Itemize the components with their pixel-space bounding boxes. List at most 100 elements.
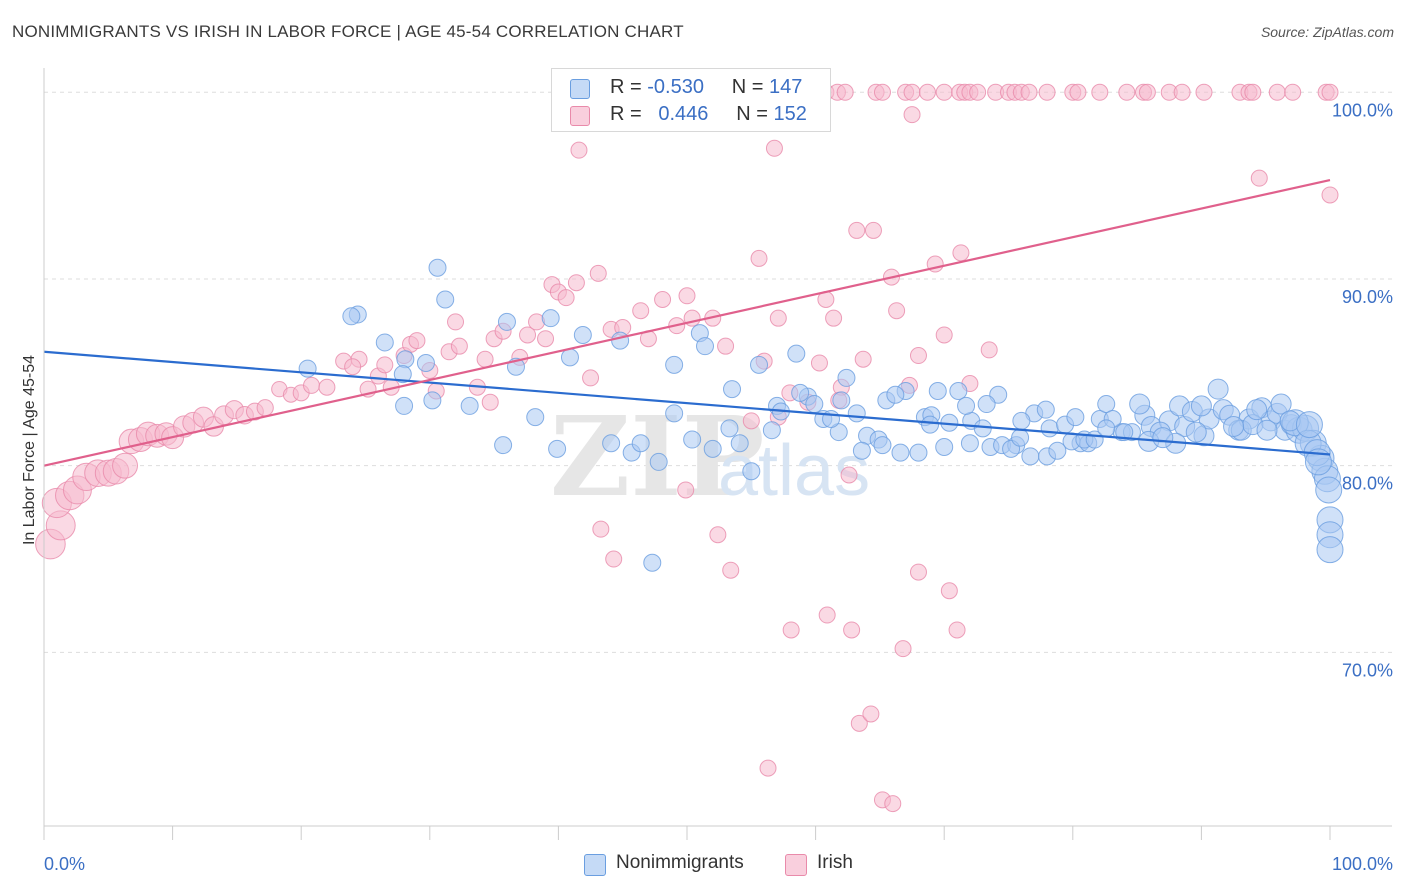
nonimmigrants-point: [1097, 395, 1116, 414]
nonimmigrants-point: [787, 344, 806, 363]
irish-point: [582, 369, 600, 387]
irish-point: [318, 378, 336, 396]
irish-point: [537, 330, 555, 348]
nonimmigrants-point: [1152, 427, 1174, 449]
series-legend: Nonimmigrants Irish: [0, 852, 1406, 878]
irish-point: [843, 621, 861, 639]
irish-point: [1244, 83, 1262, 101]
nonimmigrants-point: [298, 359, 317, 378]
nonimmigrants-point: [1185, 421, 1207, 443]
nonimmigrants-point: [548, 439, 567, 458]
nonimmigrants-point: [375, 333, 394, 352]
irish-point: [850, 714, 868, 732]
irish-point: [677, 481, 695, 499]
nonimmigrants-point: [805, 395, 824, 414]
irish-point: [836, 83, 854, 101]
nonimmigrants-point: [886, 385, 905, 404]
nonimmigrant-points: [298, 258, 1344, 572]
nonimmigrants-point: [1097, 419, 1116, 438]
nonimmigrants-trend-line: [43, 350, 1331, 456]
nonimmigrants-point: [526, 408, 545, 427]
irish-point: [750, 249, 768, 267]
nonimmigrants-point: [1315, 476, 1343, 504]
irish-point: [592, 520, 610, 538]
irish-point: [909, 563, 927, 581]
grid-layer: [44, 91, 1392, 653]
y-axis-label: In Labor Force | Age 45-54: [21, 354, 38, 546]
irish-point: [840, 466, 858, 484]
nonimmigrants-point: [1115, 423, 1134, 442]
nonimmigrants-point: [428, 258, 447, 277]
nonimmigrants-point: [1316, 536, 1344, 564]
irish-point: [1020, 83, 1038, 101]
nonimmigrants-point: [1066, 408, 1085, 427]
nonimmigrants-point: [1129, 393, 1151, 415]
nonimmigrants-point: [460, 396, 479, 415]
nonimmigrants-point: [1048, 441, 1067, 460]
nonimmigrants-point: [909, 443, 928, 462]
nonimmigrants-point: [1036, 400, 1055, 419]
legend-label-irish: Irish: [817, 852, 853, 873]
irish-point: [447, 313, 465, 331]
irish-point: [654, 291, 672, 309]
irish-point: [873, 83, 891, 101]
y-tick-label: 70.0%: [1342, 660, 1393, 680]
nonimmigrants-point: [720, 419, 739, 438]
irish-point: [769, 309, 787, 327]
nonimmigrants-point: [1040, 419, 1059, 438]
irish-point: [256, 399, 274, 417]
nonimmigrants-point: [935, 438, 954, 456]
legend-n-label: N =: [736, 103, 768, 125]
nonimmigrants-point: [1256, 419, 1278, 441]
irish-point: [632, 302, 650, 320]
nonimmigrants-point: [973, 419, 992, 438]
legend-swatch-pink: [570, 106, 590, 126]
nonimmigrants-point: [1011, 428, 1030, 447]
irish-point: [344, 358, 362, 376]
irish-point: [935, 326, 953, 344]
y-tick-label: 80.0%: [1342, 474, 1393, 494]
legend-swatch-blue: [584, 854, 606, 876]
legend-r-label: R =: [610, 103, 642, 125]
nonimmigrants-point: [611, 331, 630, 350]
irish-point: [476, 350, 494, 368]
nonimmigrants-point: [393, 365, 412, 384]
irish-point: [709, 526, 727, 544]
legend-n-label: N =: [731, 76, 764, 98]
irish-point: [848, 221, 866, 239]
irish-point: [557, 289, 575, 307]
nonimmigrants-point: [1012, 411, 1031, 430]
nonimmigrants-point: [928, 381, 947, 400]
irish-point: [567, 274, 585, 292]
irish-point: [864, 221, 882, 239]
legend-r-value: 0.446: [658, 103, 709, 125]
irish-point: [678, 287, 696, 305]
nonimmigrants-point: [847, 404, 866, 423]
irish-point: [1138, 83, 1156, 101]
chart-title: NONIMMIGRANTS VS IRISH IN LABOR FORCE | …: [12, 22, 684, 41]
nonimmigrants-point: [497, 312, 516, 331]
irish-point: [1321, 186, 1339, 204]
nonimmigrants-point: [837, 368, 856, 387]
nonimmigrants-point: [342, 307, 361, 326]
y-tick-label: 100.0%: [1332, 100, 1393, 120]
nonimmigrants-point: [423, 391, 442, 410]
nonimmigrants-point: [742, 462, 761, 481]
nonimmigrants-point: [416, 353, 435, 372]
irish-point: [759, 759, 777, 777]
irish-point: [519, 326, 537, 344]
nonimmigrants-point: [762, 421, 781, 440]
irish-point: [810, 354, 828, 372]
nonimmigrants-point: [643, 553, 662, 572]
irish-point: [742, 412, 760, 430]
x-tick-label: 100.0%: [1332, 854, 1393, 874]
irish-point: [1250, 169, 1268, 187]
nonimmigrants-point: [723, 380, 742, 399]
nonimmigrants-point: [665, 404, 684, 423]
nonimmigrants-point: [560, 348, 579, 367]
nonimmigrants-point: [891, 443, 910, 462]
irish-point: [570, 141, 588, 159]
irish-points: [35, 83, 1339, 813]
irish-point: [940, 582, 958, 600]
